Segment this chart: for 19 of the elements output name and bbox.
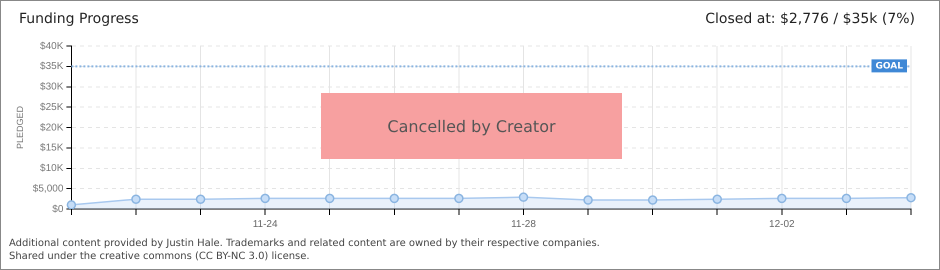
x-tick-label: 11-24 xyxy=(252,218,278,230)
text: Additional content provided by Justin Hale. Trademarks and related content are owned by their respective companies. xyxy=(9,238,600,249)
y-tick-label: $30K xyxy=(40,82,64,92)
y-tick-label: $5,000 xyxy=(32,183,64,194)
chart-title: Funding Progress xyxy=(19,11,139,27)
y-tick-label: $20K xyxy=(40,122,64,134)
cancelled-banner: Cancelled by Creator xyxy=(321,93,622,159)
x-tick-label: 12-02 xyxy=(769,218,796,230)
y-tick-label: $25K xyxy=(40,102,64,113)
y-tick-label: $10K xyxy=(40,163,64,174)
x-tick-label: 11-28 xyxy=(511,218,536,230)
y-tick-label: $35K xyxy=(40,61,64,72)
text: Shared under the creative commons (CC BY-NC 3.0) license. xyxy=(9,251,310,262)
ref-line-label: GOAL xyxy=(876,62,904,72)
y-tick-label: $15K xyxy=(40,142,64,154)
y-axis-title: PLEDGED xyxy=(14,105,25,150)
y-tick-label: $40K xyxy=(40,40,64,52)
y-tick-label: $0 xyxy=(52,204,64,215)
chart-subtitle: Closed at: $2,776 / $35k (7%) xyxy=(705,11,915,27)
